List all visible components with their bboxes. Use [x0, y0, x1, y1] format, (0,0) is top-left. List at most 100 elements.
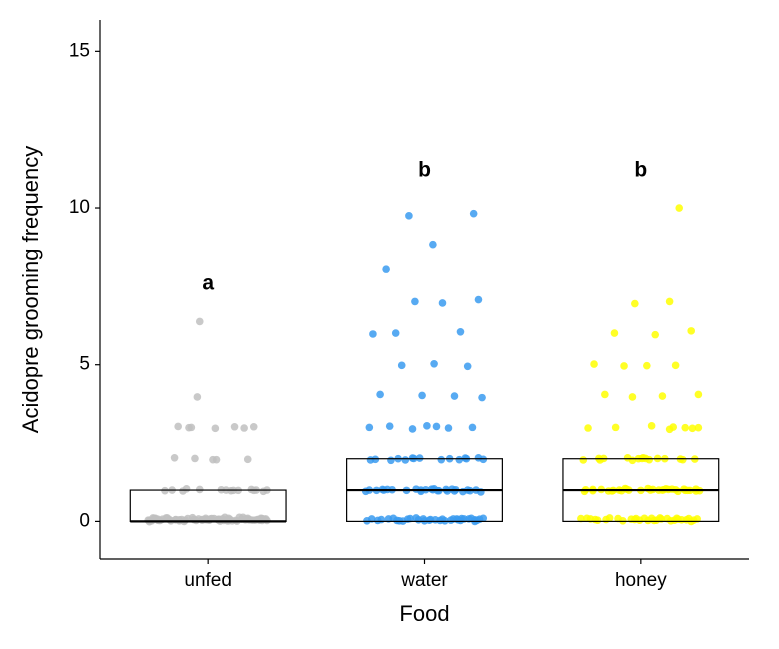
data-point — [469, 424, 477, 432]
data-point — [183, 485, 191, 493]
data-point — [240, 424, 248, 432]
x-tick-label: water — [400, 570, 448, 591]
data-point — [396, 517, 404, 525]
data-point — [455, 456, 463, 464]
data-point — [601, 391, 609, 399]
data-point — [612, 424, 620, 432]
data-point — [620, 362, 628, 370]
data-point — [427, 516, 435, 524]
data-point — [154, 516, 162, 524]
plot-panel — [100, 20, 749, 559]
data-point — [366, 424, 374, 432]
data-point — [645, 456, 653, 464]
data-point — [196, 486, 204, 494]
data-point — [386, 422, 394, 430]
data-point — [429, 241, 437, 249]
data-point — [196, 318, 204, 326]
data-point — [398, 362, 406, 370]
data-point — [679, 456, 687, 464]
y-axis-title: Acidopre grooming frequency — [18, 146, 43, 433]
data-point — [174, 423, 182, 431]
data-point — [648, 422, 656, 430]
data-point — [666, 298, 674, 306]
data-point — [695, 424, 703, 432]
data-point — [194, 393, 202, 401]
data-point — [191, 455, 199, 463]
data-point — [439, 299, 447, 307]
data-point — [631, 516, 639, 524]
data-point — [695, 391, 703, 399]
data-point — [363, 517, 371, 525]
data-point — [418, 392, 426, 400]
data-point — [412, 514, 420, 522]
data-point — [430, 360, 438, 368]
data-point — [171, 454, 179, 462]
data-point — [675, 204, 683, 212]
data-point — [185, 424, 193, 432]
data-point — [382, 265, 390, 273]
data-point — [464, 362, 472, 370]
data-point — [631, 300, 639, 308]
significance-letter: a — [202, 272, 214, 295]
data-point — [629, 393, 637, 401]
x-axis-title: Food — [399, 601, 449, 626]
data-point — [387, 456, 395, 464]
y-tick-label: 15 — [69, 40, 90, 61]
data-point — [374, 517, 382, 525]
data-point — [579, 456, 587, 464]
y-tick-label: 5 — [79, 354, 90, 375]
data-point — [457, 328, 465, 336]
data-point — [405, 212, 413, 220]
data-point — [369, 330, 377, 338]
data-point — [250, 423, 258, 431]
grooming-frequency-chart: 051015unfedwaterhoneyabbFoodAcidopre gro… — [0, 0, 779, 649]
data-point — [244, 456, 252, 464]
significance-letter: b — [418, 159, 431, 182]
data-point — [651, 331, 659, 339]
data-point — [643, 362, 651, 370]
data-point — [433, 423, 441, 431]
data-point — [402, 456, 410, 464]
data-point — [451, 392, 459, 400]
data-point — [584, 424, 592, 432]
y-tick-label: 10 — [69, 197, 90, 218]
data-point — [437, 456, 445, 464]
data-point — [248, 486, 256, 494]
data-point — [411, 298, 419, 306]
data-point — [611, 329, 619, 337]
data-point — [629, 456, 637, 464]
data-point — [441, 517, 449, 525]
data-point — [209, 456, 217, 464]
data-point — [457, 517, 465, 525]
data-point — [161, 487, 169, 495]
data-point — [672, 362, 680, 370]
data-point — [367, 456, 375, 464]
data-point — [590, 360, 598, 368]
data-point — [423, 422, 431, 430]
data-point — [146, 516, 154, 524]
data-point — [596, 456, 604, 464]
significance-letter: b — [634, 159, 647, 182]
data-point — [681, 424, 689, 432]
data-point — [667, 517, 675, 525]
data-point — [478, 394, 486, 402]
data-point — [687, 327, 695, 335]
data-point — [417, 488, 425, 496]
data-point — [475, 296, 483, 304]
data-point — [594, 516, 602, 524]
y-tick-label: 0 — [79, 510, 90, 531]
data-point — [392, 329, 400, 337]
data-point — [260, 488, 268, 496]
x-tick-label: honey — [615, 570, 667, 591]
data-point — [581, 488, 589, 496]
data-point — [659, 392, 667, 400]
data-point — [376, 391, 384, 399]
data-point — [409, 425, 417, 433]
data-point — [602, 516, 610, 524]
data-point — [445, 424, 453, 432]
data-point — [212, 425, 220, 433]
data-point — [656, 514, 664, 522]
data-point — [470, 210, 478, 218]
data-point — [231, 423, 239, 431]
data-point — [479, 456, 487, 464]
